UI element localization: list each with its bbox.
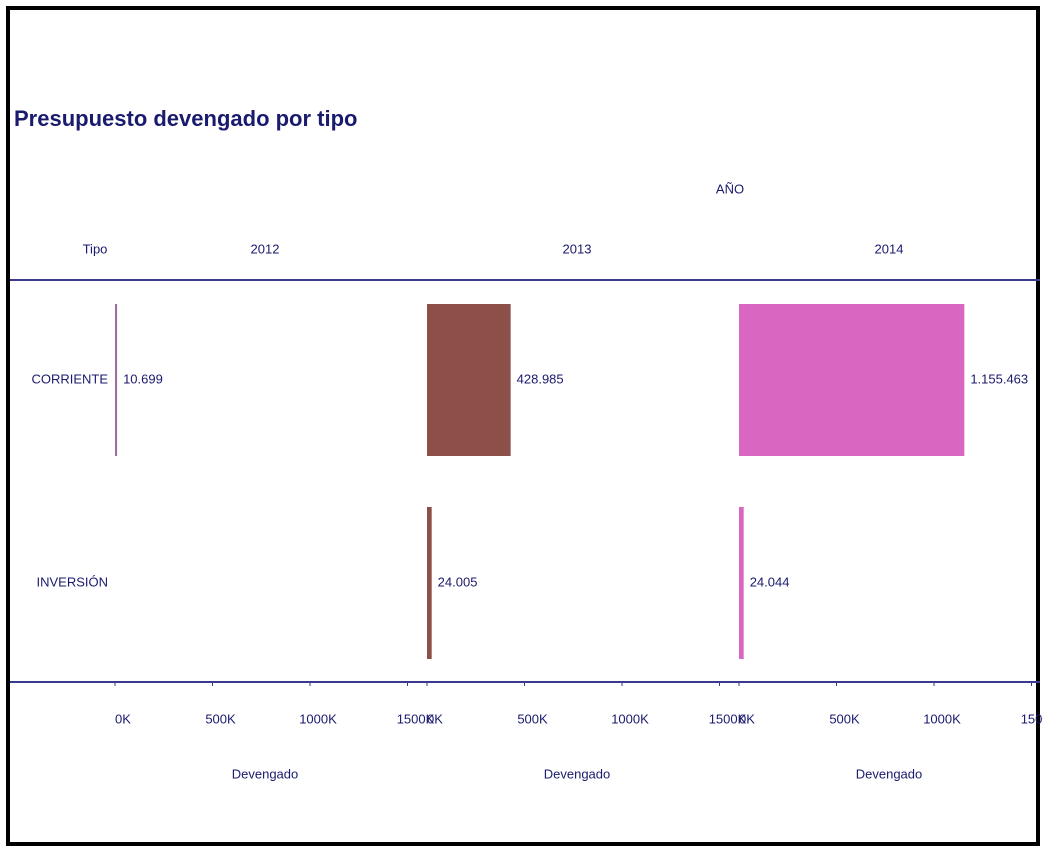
bar bbox=[739, 507, 744, 659]
value-label: 24.005 bbox=[438, 574, 478, 589]
x-tick-label: 0K bbox=[115, 711, 131, 726]
x-tick-label: 1000K bbox=[923, 711, 961, 726]
x-tick-label: 1500K bbox=[709, 711, 747, 726]
x-axis-label: Devengado bbox=[856, 766, 923, 781]
facet-label: 2012 bbox=[251, 241, 280, 256]
bar bbox=[739, 304, 965, 456]
x-tick-label: 1000K bbox=[299, 711, 337, 726]
x-tick-label: 1500K bbox=[1021, 711, 1043, 726]
bar bbox=[427, 507, 432, 659]
bar bbox=[427, 304, 511, 456]
value-label: 24.044 bbox=[750, 574, 790, 589]
bar bbox=[115, 304, 118, 456]
value-label: 428.985 bbox=[517, 371, 564, 386]
facet-label: 2014 bbox=[875, 241, 904, 256]
frame bbox=[6, 6, 1040, 846]
x-tick-label: 500K bbox=[517, 711, 548, 726]
facet-label: 2013 bbox=[563, 241, 592, 256]
x-axis-label: Devengado bbox=[544, 766, 611, 781]
x-tick-label: 1500K bbox=[397, 711, 435, 726]
x-tick-label: 0K bbox=[739, 711, 755, 726]
row-label: INVERSIÓN bbox=[36, 574, 108, 589]
chart-title: Presupuesto devengado por tipo bbox=[14, 106, 357, 131]
row-header: Tipo bbox=[83, 241, 108, 256]
row-label: CORRIENTE bbox=[31, 371, 108, 386]
x-tick-label: 0K bbox=[427, 711, 443, 726]
value-label: 10.699 bbox=[123, 371, 163, 386]
value-label: 1.155.463 bbox=[970, 371, 1028, 386]
x-tick-label: 500K bbox=[829, 711, 860, 726]
x-tick-label: 500K bbox=[205, 711, 236, 726]
x-tick-label: 1000K bbox=[611, 711, 649, 726]
column-header: AÑO bbox=[716, 181, 744, 196]
x-axis-label: Devengado bbox=[232, 766, 299, 781]
